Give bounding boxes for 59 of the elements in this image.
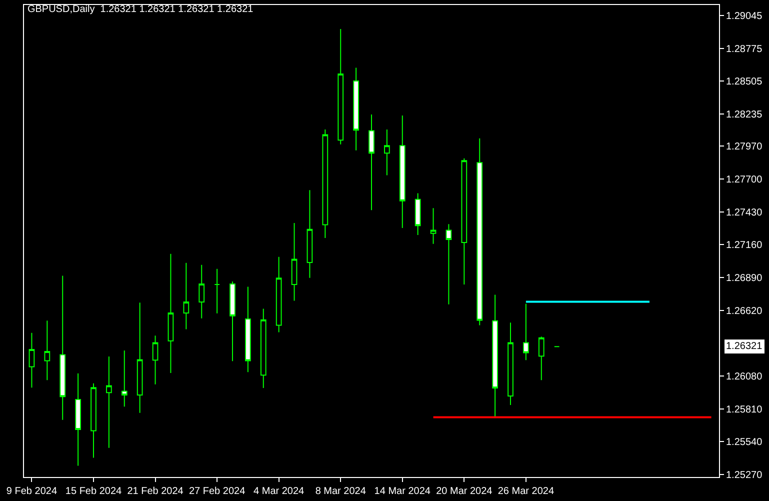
candlestick [384, 129, 390, 176]
candlestick [414, 192, 421, 236]
text: 1.26321 [726, 341, 763, 352]
candlestick [214, 268, 220, 314]
candlestick [399, 115, 406, 228]
x-tick-label: 21 Feb 2024 [127, 486, 184, 497]
candlestick [368, 114, 374, 211]
y-tick-label: 1.25810 [726, 404, 763, 416]
x-tick-label: 4 Mar 2024 [254, 486, 305, 497]
candlestick [136, 302, 143, 414]
candlestick [338, 28, 344, 145]
candlestick [523, 303, 529, 361]
candlestick [75, 372, 81, 466]
candlestick [291, 222, 298, 302]
candlestick [44, 320, 50, 381]
y-tick-label: 1.26620 [726, 306, 763, 317]
candlestick [476, 138, 483, 326]
candlestick [230, 280, 236, 362]
candlestick [106, 356, 112, 448]
candlestick [60, 275, 66, 420]
y-tick-label: 1.27160 [726, 240, 763, 252]
x-tick-label: 26 Mar 2024 [498, 486, 554, 497]
y-tick-label: 1.25270 [726, 470, 763, 481]
candlestick [538, 336, 544, 381]
y-tick-label: 1.28235 [726, 109, 763, 120]
candlestick [353, 67, 359, 151]
candlestick [276, 256, 282, 333]
candlestick [322, 129, 328, 238]
candlestick [152, 335, 158, 385]
y-tick-label: 1.28775 [726, 44, 763, 55]
x-tick-label: 15 Feb 2024 [65, 486, 122, 497]
candlestick [90, 382, 96, 458]
candlestick [168, 253, 174, 374]
candlestick [245, 286, 251, 373]
y-tick-label: 1.29045 [726, 10, 763, 22]
candlestick [121, 350, 128, 408]
x-tick-label: 27 Feb 2024 [188, 486, 246, 497]
candlestick [260, 308, 266, 388]
candlestick [198, 264, 205, 319]
candlestick [430, 208, 436, 244]
x-tick-label: 9 Feb 2024 [6, 486, 58, 497]
y-tick-label: 1.26080 [726, 371, 763, 382]
y-tick-label: 1.25540 [726, 437, 763, 448]
x-tick-label: 14 Mar 2024 [374, 486, 431, 497]
x-tick-label: 20 Mar 2024 [436, 486, 493, 497]
candlestick [183, 262, 190, 330]
candlestick [446, 224, 452, 305]
candlestick [306, 190, 313, 278]
candlestick [508, 322, 514, 406]
candlestick [28, 332, 35, 388]
y-tick-label: 1.27700 [726, 174, 763, 186]
x-tick-label: 8 Mar 2024 [315, 486, 366, 497]
y-tick-label: 1.27430 [726, 207, 763, 218]
candlestick [461, 158, 468, 286]
y-tick-label: 1.28505 [726, 76, 763, 88]
candlestick [492, 294, 498, 418]
y-tick-label: 1.27970 [726, 142, 763, 153]
y-tick-label: 1.26890 [726, 272, 763, 284]
chart-title: GBPUSD,Daily 1.26321 1.26321 1.26321 1.26321 [27, 4, 254, 16]
